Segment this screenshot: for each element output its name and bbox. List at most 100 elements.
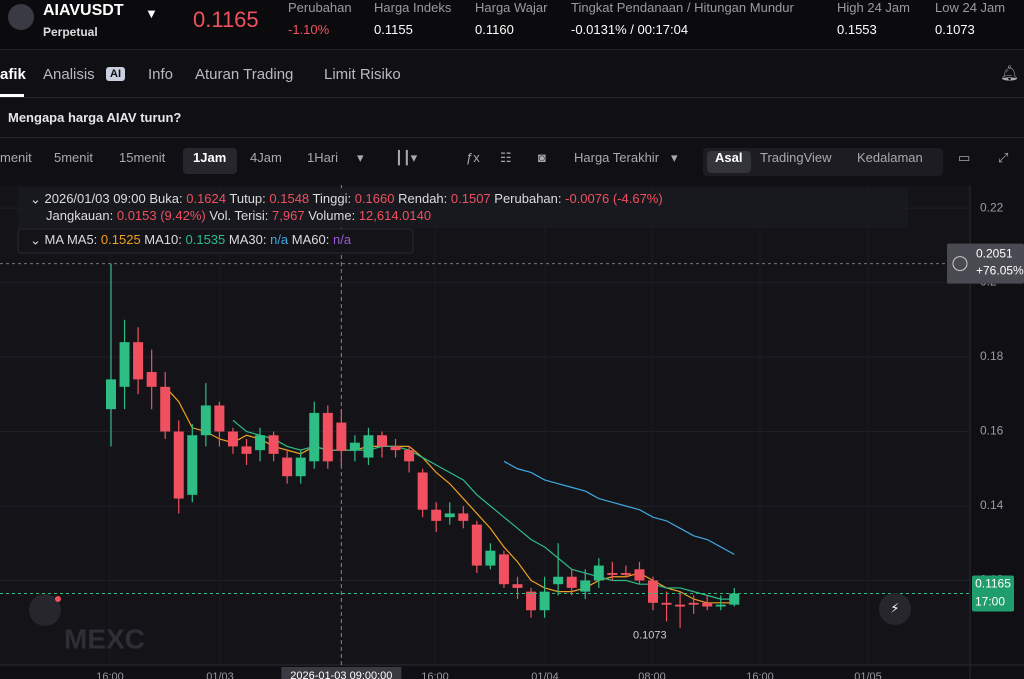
candle-body [634,569,645,581]
candle-body [715,604,726,607]
tab[interactable]: Analisis [43,66,95,83]
candle-body [322,412,333,462]
info-label: Vol. Terisi: [209,208,268,223]
bell-icon[interactable]: 🔔︎ [1000,65,1020,82]
banner[interactable]: Mengapa harga AIAV turun? [0,98,1024,138]
candle-body [282,457,293,477]
ma-legend: ⌄ MA MA5: 0.1525 MA10: 0.1535 MA30: n/a … [30,232,352,247]
tab[interactable]: Limit Risiko [324,66,401,83]
view-option[interactable]: TradingView [760,150,832,165]
candle-body [566,576,577,588]
view-option[interactable]: Kedalaman [857,150,923,165]
tab[interactable]: Aturan Trading [195,66,294,83]
candle-body [119,342,130,387]
ma-legend-bg [17,228,414,254]
candle-body [512,584,523,588]
max-badge-bg [947,243,1024,284]
order-dot [55,596,61,602]
info-line: Jangkauan: 0.0153 (9.42%) Vol. Terisi: 7… [46,208,431,223]
info-value: 0.0153 (9.42%) [117,208,206,223]
candle-body [580,580,591,592]
crosshair-label-bg [281,667,402,679]
symbol[interactable]: AIAVUSDT [43,2,124,19]
stat-label: Harga Wajar [475,0,548,15]
ma-label: MA10: [144,232,182,247]
tab[interactable]: Info [148,66,174,83]
info-value: 0.1548 [269,191,309,206]
ma-value: 0.1525 [101,232,141,247]
crosshair-label: 2026-01-03 09:00:00 [290,670,392,679]
info-value: 7,967 [272,208,305,223]
candle-body [133,342,144,380]
interval[interactable]: 5menit [54,150,94,165]
banner-text: Mengapa harga AIAV turun? [8,110,182,125]
fullscreen-icon[interactable]: ⤢ [998,150,1009,165]
candle-body [702,602,713,607]
ma-line [503,460,735,555]
stat-label: Perubahan [288,0,352,15]
x-tick-label: 16:00 [421,671,449,679]
candle-body [146,371,157,387]
x-tick-label: 16:00 [96,671,124,679]
price-source-arrow[interactable]: ▾ [671,150,678,165]
candle-body [498,554,509,585]
info-line: ⌄ 2026/01/03 09:00 Buka: 0.1624 Tutup: 0… [30,191,663,206]
window-icon[interactable]: ▭ [958,150,971,165]
ma-label: MA60: [292,232,330,247]
interval[interactable]: 1Hari [307,150,339,165]
candle-body [336,422,347,451]
info-value: 0.1624 [186,191,226,206]
info-value: 0.1660 [355,191,395,206]
dropdown[interactable]: ▾ [357,150,364,165]
y-tick-label: 0.22 [980,200,1004,214]
layout-icon[interactable]: ☷ [500,150,512,165]
stat-value: 0.1160 [475,22,514,37]
max-badge-change: +76.05% [976,264,1024,278]
indicator-icon[interactable]: ƒx [466,150,480,165]
interval[interactable]: 15menit [119,150,166,165]
interval[interactable]: menit [0,150,32,165]
candle-body [349,442,360,451]
max-badge-icon [952,256,968,272]
info-label: Perubahan: [494,191,561,206]
plot-bg [0,185,970,665]
tab[interactable]: afik [0,66,26,83]
top-bar: AIAVUSDT ▼ Perpetual 0.1165 Perubahan -1.… [0,0,1024,50]
order-button[interactable] [29,594,61,626]
ai-badge: AI [106,67,125,81]
candle-body [363,435,374,458]
tab-underline [0,94,24,97]
candle-type-icon[interactable]: ┃┃▾ [395,150,418,165]
info-label: Tinggi: [313,191,352,206]
chart: 0.220.20.180.160.140.1216:0001/0316:0001… [0,185,1024,679]
alert-button[interactable] [879,593,911,625]
x-tick-label: 01/05 [854,671,882,679]
candle-body [675,604,686,607]
ma-value: 0.1535 [186,232,226,247]
stat-value: 0.1553 [837,22,877,37]
candle-body [444,513,455,518]
interval[interactable]: 4Jam [250,150,282,165]
ma-label: MA5: [67,232,97,247]
price-source[interactable]: Harga Terakhir [574,150,660,165]
candle-body [593,565,604,581]
camera-icon[interactable]: ◙ [538,150,546,165]
max-badge-price: 0.2051 [976,247,1013,261]
x-tick-label: 08:00 [638,671,666,679]
candle-body [106,379,116,410]
view-option[interactable]: Asal [715,150,743,165]
candle-body [553,576,564,585]
stat-value: -0.0131% / 00:17:04 [571,22,689,37]
ma-value: n/a [333,232,352,247]
symbol-dropdown[interactable]: ▼ [145,6,158,21]
ma-label: MA30: [229,232,267,247]
candle-body [390,446,401,451]
ma-legend-title: MA [45,232,65,247]
info-label: Volume: [308,208,355,223]
candle-body [471,524,482,566]
candle-body [458,513,469,521]
y-tick-label: 0.16 [980,424,1004,438]
candle-body [620,573,631,575]
interval[interactable]: 1Jam [193,150,227,165]
